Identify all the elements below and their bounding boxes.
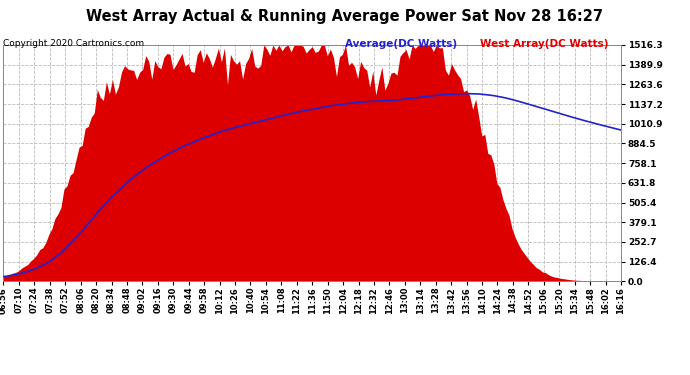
- Text: West Array Actual & Running Average Power Sat Nov 28 16:27: West Array Actual & Running Average Powe…: [86, 9, 604, 24]
- Text: Average(DC Watts): Average(DC Watts): [345, 39, 457, 50]
- Text: Copyright 2020 Cartronics.com: Copyright 2020 Cartronics.com: [3, 39, 145, 48]
- Text: West Array(DC Watts): West Array(DC Watts): [480, 39, 608, 50]
